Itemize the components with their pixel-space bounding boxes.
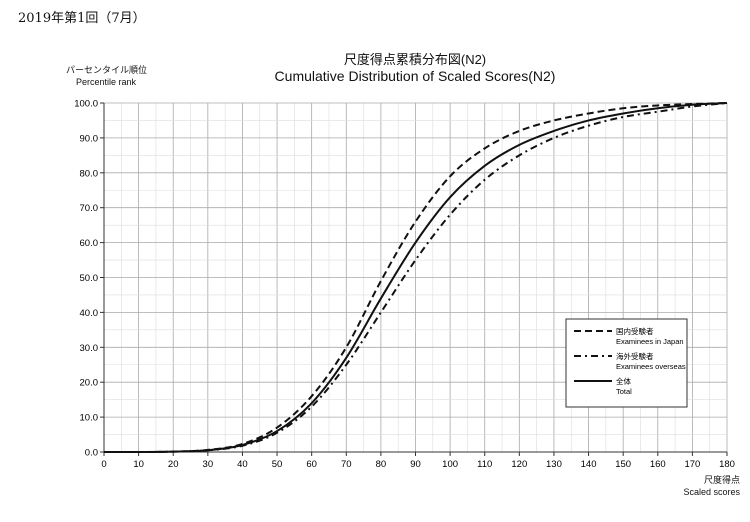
- x-tick-label: 140: [581, 459, 597, 470]
- legend-label-en: Examinees in Japan: [616, 337, 684, 346]
- x-tick-label: 100: [442, 459, 458, 470]
- x-axis-label: 尺度得点: [703, 475, 740, 485]
- y-axis-labels: パーセンタイル順位 Percentile rank: [66, 64, 148, 88]
- y-tick-label: 30.0: [80, 343, 99, 354]
- x-tick-label: 160: [650, 459, 666, 470]
- y-tick-label: 60.0: [80, 238, 99, 249]
- x-tick-label: 130: [546, 459, 562, 470]
- x-axis-label-en: Scaled scores: [683, 487, 740, 497]
- x-tick-label: 70: [341, 459, 352, 470]
- y-tick-label: 50.0: [80, 273, 99, 284]
- chart-titles: 尺度得点累積分布図(N2) Cumulative Distribution of…: [0, 52, 750, 85]
- y-tick-label: 0.0: [85, 448, 98, 459]
- y-tick-label: 40.0: [80, 308, 99, 319]
- x-tick-label: 120: [511, 459, 527, 470]
- x-tick-label: 10: [133, 459, 144, 470]
- x-tick-label: 40: [237, 459, 248, 470]
- y-tick-label: 90.0: [80, 133, 99, 144]
- legend-label: 国内受験者: [616, 326, 654, 336]
- x-tick-label: 170: [684, 459, 700, 470]
- y-tick-label: 70.0: [80, 203, 99, 214]
- x-tick-label: 150: [615, 459, 631, 470]
- x-tick-label: 90: [410, 459, 421, 470]
- x-tick-label: 0: [101, 459, 106, 470]
- series-line-solid: [103, 102, 728, 454]
- y-tick-label: 100.0: [74, 99, 98, 110]
- x-axis-labels: 尺度得点 Scaled scores: [640, 474, 740, 498]
- legend-label: 全体: [616, 376, 631, 386]
- y-axis-label: パーセンタイル順位: [66, 65, 148, 75]
- x-tick-label: 80: [376, 459, 387, 470]
- legend-box: [565, 318, 688, 408]
- y-tick-label: 10.0: [80, 413, 99, 424]
- session-label: 2019年第1回（7月）: [18, 11, 146, 26]
- x-tick-label: 110: [477, 459, 492, 470]
- chart-subtitle: Cumulative Distribution of Scaled Scores…: [274, 68, 556, 84]
- chart-title: 尺度得点累積分布図(N2): [343, 52, 487, 67]
- y-axis-label-en: Percentile rank: [75, 77, 137, 87]
- legend-label-en: Examinees overseas: [616, 362, 686, 371]
- x-tick-label: 180: [719, 459, 735, 470]
- x-tick-label: 60: [306, 459, 317, 470]
- x-tick-label: 20: [168, 459, 179, 470]
- legend-label-en: Total: [616, 387, 632, 396]
- y-tick-label: 20.0: [80, 378, 99, 389]
- x-tick-label: 30: [203, 459, 214, 470]
- x-tick-label: 50: [272, 459, 283, 470]
- legend-label: 海外受験者: [616, 351, 654, 361]
- y-tick-label: 80.0: [80, 168, 99, 179]
